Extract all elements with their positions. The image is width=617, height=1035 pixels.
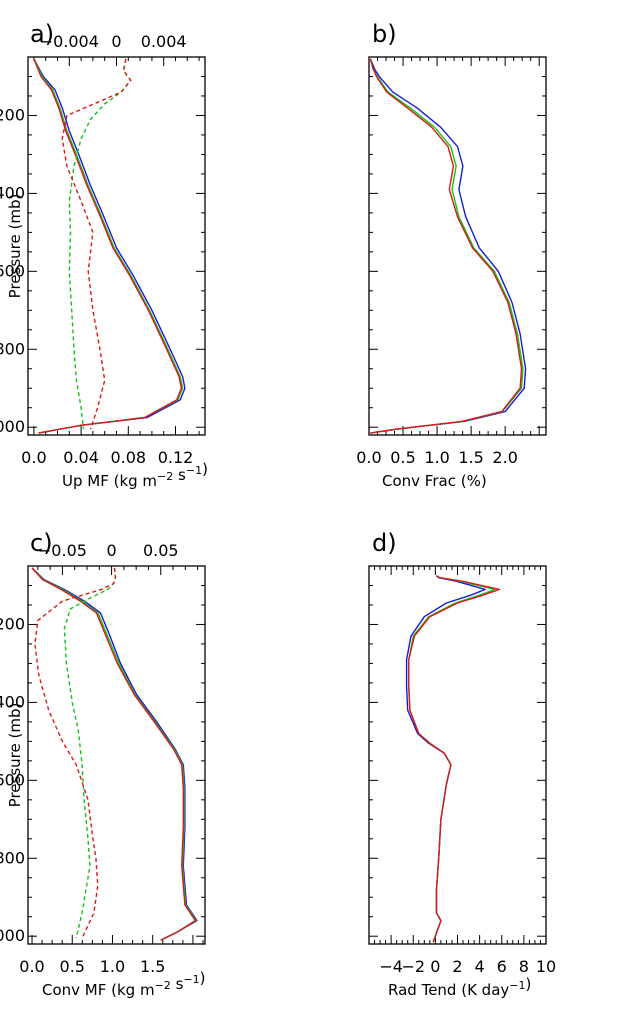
series-line-2	[31, 567, 197, 941]
x-tick-label: 1.0	[100, 957, 125, 976]
top-tick-label: 0	[106, 541, 116, 560]
top-tick-label: −0.05	[38, 541, 87, 560]
series-line-1	[31, 567, 197, 941]
x-axis-label-part: s	[171, 975, 184, 993]
series-line-1	[408, 575, 496, 943]
series-line-0	[369, 58, 527, 434]
x-tick-label: 0.04	[63, 448, 99, 467]
x-tick-label: 2	[452, 957, 462, 976]
series-line-1	[33, 58, 184, 434]
x-axis-label: Rad Tend (K day−1)	[388, 975, 531, 999]
panel-c: 200 400 600 800 1000 0.0 0.5 1.0 1.5 −0.05 0 0.05 c)…	[0, 529, 206, 999]
y-tick-label: 800	[0, 848, 25, 867]
panel-label: b)	[372, 20, 397, 48]
x-axis-label-part: )	[200, 969, 206, 987]
x-tick-label: 6	[497, 957, 507, 976]
y-tick-label: 1000	[0, 926, 25, 945]
y-tick-label: 400	[0, 183, 25, 202]
top-tick-label: 0.004	[141, 32, 187, 51]
series-line-2	[33, 58, 183, 434]
series-line-0	[31, 567, 198, 941]
x-axis-label-part: Rad Tend (K day	[388, 981, 509, 999]
plot-frame	[27, 56, 206, 436]
x-tick-label: 1.5	[458, 448, 483, 467]
x-tick-label: 0.0	[21, 448, 46, 467]
x-tick-label: 1.5	[140, 957, 165, 976]
series-line-dashed-3	[63, 567, 117, 939]
x-axis-label-part: )	[202, 460, 208, 478]
x-axis-label-part: Conv MF (kg m	[42, 981, 155, 999]
top-tick-label: 0	[111, 32, 121, 51]
x-axis-label: Up MF (kg m−2 s−1)	[62, 460, 208, 490]
x-axis-label-part: Conv Frac (%)	[382, 472, 487, 490]
x-tick-label: 8	[519, 957, 529, 976]
panel-d: −4−2 0 2 4 6 8 10 d) Rad Tend (K day−1)	[368, 529, 556, 999]
x-axis-label-superscript: −1	[186, 464, 202, 477]
y-tick-label: 600	[0, 261, 25, 280]
y-tick-label: 400	[0, 692, 25, 711]
x-tick-label: 0.5	[60, 957, 85, 976]
x-tick-label: −2	[401, 957, 425, 976]
plot-frame	[27, 565, 206, 945]
plot-frame	[368, 56, 547, 436]
x-tick-label: −4	[379, 957, 403, 976]
y-tick-label: 200	[0, 105, 25, 124]
y-tick-label: 600	[0, 770, 25, 789]
series-line-0	[33, 58, 186, 434]
x-axis-label: Conv Frac (%)	[382, 472, 487, 490]
top-tick-label: 0.05	[143, 541, 179, 560]
series-line-1	[369, 58, 524, 434]
x-tick-label: 0.08	[110, 448, 146, 467]
series-line-dashed-3	[68, 58, 132, 430]
y-axis-label: Pressure (mb)	[6, 194, 24, 299]
x-axis-label-superscript: −1	[183, 973, 199, 986]
x-tick-label: 4	[475, 957, 485, 976]
x-tick-label: 0.12	[158, 448, 194, 467]
x-axis-label-part: Up MF (kg m	[62, 472, 157, 490]
panel-a: 200 400 600 800 1000 0.0 0.04 0.08 0.12 −0.004 0 0.…	[0, 20, 208, 490]
x-tick-label: 0.0	[19, 957, 44, 976]
x-tick-label: 2.0	[492, 448, 517, 467]
panel-b: 0.0 0.5 1.0 1.5 2.0 b) Conv Frac (%)	[356, 20, 547, 490]
series-line-2	[369, 58, 523, 434]
panel-label: a)	[30, 20, 54, 48]
x-axis-label-part: )	[525, 975, 531, 993]
x-tick-label: 1.0	[424, 448, 449, 467]
series-line-dashed-4	[34, 567, 117, 939]
y-tick-label: 1000	[0, 417, 25, 436]
x-tick-label: 0.5	[390, 448, 415, 467]
series-line-dashed-4	[61, 58, 132, 430]
x-axis-label: Conv MF (kg m−2 s−1)	[42, 969, 205, 999]
plot-frame	[368, 565, 547, 945]
x-axis-label-superscript: −2	[157, 470, 173, 483]
x-axis-label-part: s	[173, 466, 186, 484]
y-tick-label: 800	[0, 339, 25, 358]
y-tick-label: 200	[0, 614, 25, 633]
x-tick-label: 0.0	[356, 448, 381, 467]
x-axis-label-superscript: −1	[509, 979, 525, 992]
panel-label: c)	[30, 529, 53, 557]
x-axis-label-superscript: −2	[155, 979, 171, 992]
x-tick-label: 0	[430, 957, 440, 976]
panel-label: d)	[372, 529, 397, 557]
x-tick-label: 10	[536, 957, 556, 976]
top-tick-label: −0.004	[40, 32, 99, 51]
series-line-2	[408, 575, 501, 943]
y-axis-label: Pressure (mb)	[6, 703, 24, 808]
